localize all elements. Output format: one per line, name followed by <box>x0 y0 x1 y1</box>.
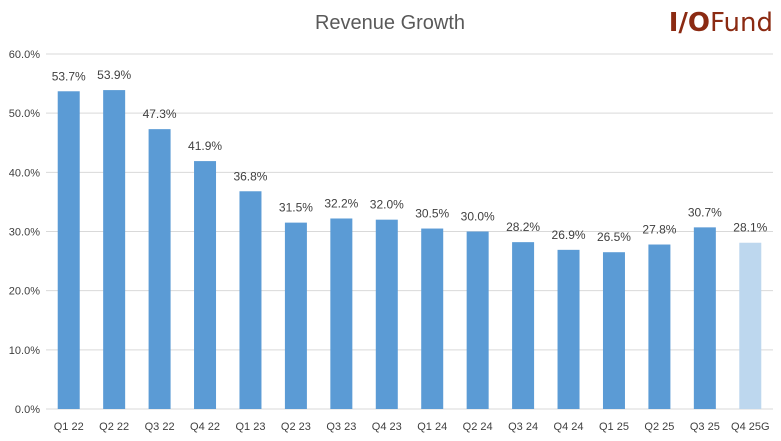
x-tick-label: Q2 23 <box>281 421 311 433</box>
data-label: 31.5% <box>279 201 313 215</box>
logo-text-io: I/O <box>668 8 710 38</box>
chart-title: Revenue Growth <box>315 12 465 34</box>
x-tick-label: Q4 22 <box>190 421 220 433</box>
data-label: 53.9% <box>97 68 131 82</box>
bar <box>739 242 762 409</box>
x-tick-label: Q4 25G <box>731 421 770 433</box>
bar <box>148 129 171 409</box>
x-tick-label: Q3 24 <box>508 421 538 433</box>
bar <box>57 91 80 410</box>
data-labels: 53.7% 53.9% 47.3% 41.9% 36.8% 31.5% 32.2% 32.0%… <box>52 68 768 244</box>
x-tick-label: Q4 23 <box>372 421 402 433</box>
y-tick-label: 20.0% <box>9 286 40 298</box>
logo-text-fund: Fund <box>710 8 773 38</box>
x-tick-label: Q1 23 <box>235 421 265 433</box>
bars <box>57 90 762 410</box>
data-label: 26.9% <box>552 228 586 242</box>
data-label: 30.7% <box>688 205 722 219</box>
x-tick-label: Q1 25 <box>599 421 629 433</box>
io-fund-logo: I/OFund <box>669 8 773 38</box>
y-tick-label: 40.0% <box>9 167 40 179</box>
data-label: 47.3% <box>143 107 177 121</box>
data-label: 32.2% <box>324 196 358 210</box>
x-tick-label: Q4 24 <box>554 421 584 433</box>
x-tick-label: Q3 25 <box>690 421 720 433</box>
bar <box>194 161 217 409</box>
bar <box>330 218 353 409</box>
bar <box>284 222 307 409</box>
y-tick-label: 60.0% <box>9 49 40 61</box>
bar <box>557 249 580 409</box>
bar <box>375 219 398 409</box>
bar <box>648 244 671 409</box>
bar <box>693 227 716 409</box>
bar <box>512 242 535 409</box>
data-label: 41.9% <box>188 139 222 153</box>
bar <box>466 231 489 409</box>
data-label: 36.8% <box>233 169 267 183</box>
y-axis-ticks: 0.0% 10.0% 20.0% 30.0% 40.0% 50.0% 60.0% <box>9 49 40 416</box>
x-tick-label: Q3 22 <box>145 421 175 433</box>
data-label: 53.7% <box>52 69 86 83</box>
bar <box>421 228 444 409</box>
y-tick-label: 0.0% <box>15 404 40 416</box>
bar <box>103 90 126 409</box>
y-tick-label: 10.0% <box>9 345 40 357</box>
data-label: 28.1% <box>733 221 767 235</box>
x-tick-label: Q1 22 <box>54 421 84 433</box>
data-label: 30.5% <box>415 207 449 221</box>
data-label: 27.8% <box>642 223 676 237</box>
x-tick-label: Q2 22 <box>99 421 129 433</box>
data-label: 30.0% <box>461 210 495 224</box>
x-tick-label: Q3 23 <box>326 421 356 433</box>
x-tick-label: Q1 24 <box>417 421 447 433</box>
x-tick-label: Q2 25 <box>644 421 674 433</box>
y-tick-label: 30.0% <box>9 227 40 239</box>
x-tick-label: Q2 24 <box>463 421 493 433</box>
bar <box>602 252 625 409</box>
data-label: 26.5% <box>597 230 631 244</box>
x-axis-ticks: Q1 22 Q2 22 Q3 22 Q4 22 Q1 23 Q2 23 Q3 23 Q4 23… <box>54 421 770 433</box>
bar <box>239 191 262 409</box>
data-label: 28.2% <box>506 220 540 234</box>
y-tick-label: 50.0% <box>9 108 40 120</box>
data-label: 32.0% <box>370 198 404 212</box>
